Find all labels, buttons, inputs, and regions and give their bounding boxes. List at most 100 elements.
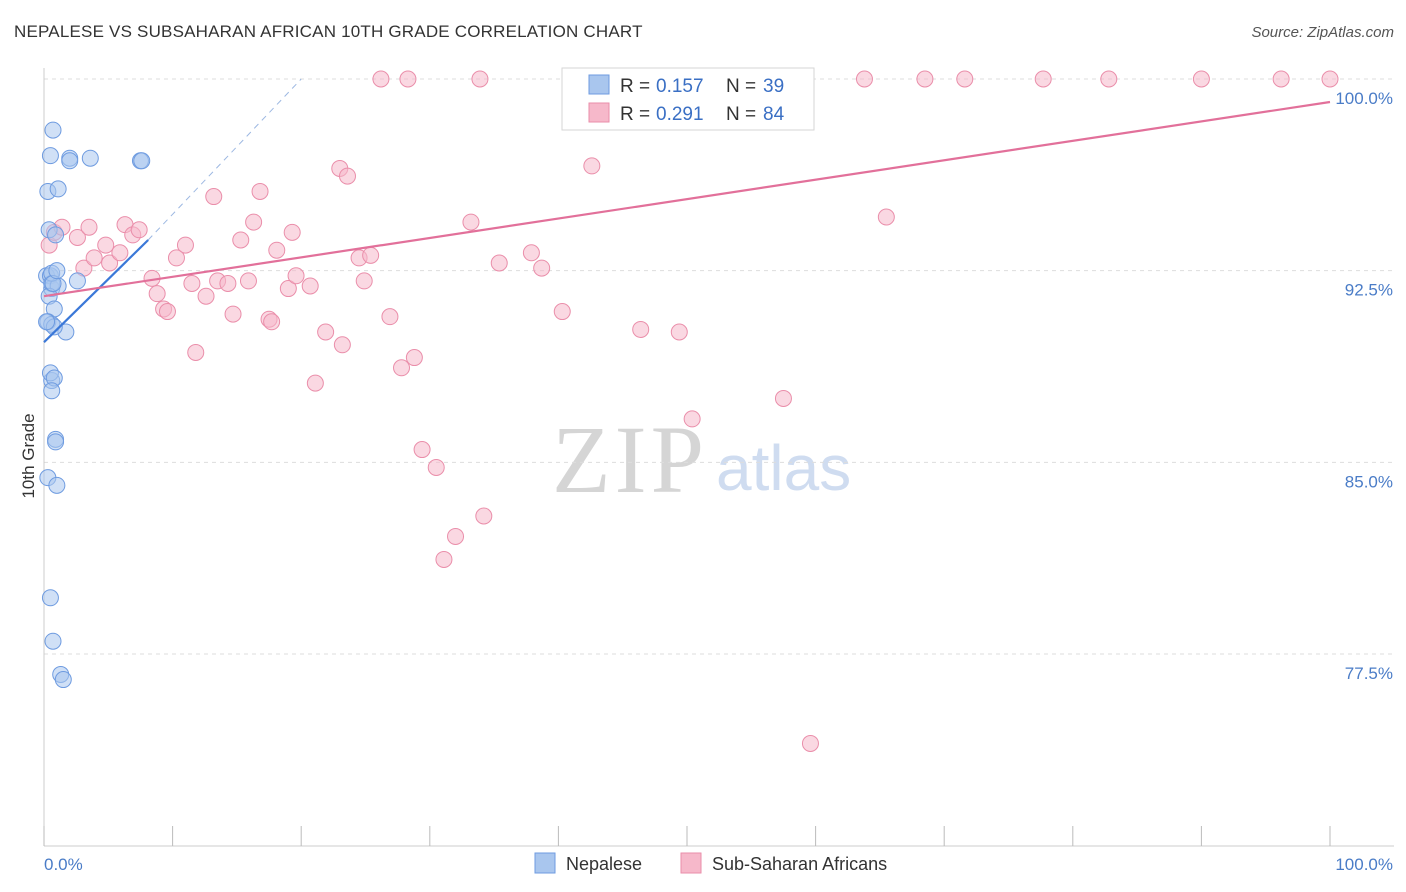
african-point: [399, 70, 417, 88]
legend-n-value-nepalese: 39: [763, 76, 784, 97]
african-point: [158, 303, 176, 321]
nepalese-point: [44, 121, 62, 139]
trend-line-african: [43, 100, 1331, 298]
african-point: [1034, 70, 1052, 88]
bottom-legend-swatch-nepalese: [534, 852, 556, 874]
watermark-atlas: atlas: [716, 432, 851, 504]
african-point: [462, 213, 480, 231]
african-point: [245, 213, 263, 231]
reference-dashed-line: [147, 78, 302, 241]
x-ticks: [43, 826, 1331, 846]
african-point: [80, 218, 98, 236]
gridlines: [44, 78, 1394, 655]
african-point: [97, 236, 115, 254]
african-point: [533, 259, 551, 277]
african-point: [583, 157, 601, 175]
african-point: [176, 236, 194, 254]
chart-title: NEPALESE VS SUBSAHARAN AFRICAN 10TH GRAD…: [14, 22, 643, 41]
african-point: [774, 389, 792, 407]
african-point: [205, 188, 223, 206]
y-axis-label: 10th Grade: [19, 413, 38, 498]
legend-n-label-nepalese: N =: [726, 76, 756, 97]
african-point: [1192, 70, 1210, 88]
african-point: [287, 267, 305, 285]
legend-swatch-nepalese: [588, 74, 610, 95]
nepalese-point: [49, 180, 67, 198]
african-point: [413, 441, 431, 459]
african-point: [68, 228, 86, 246]
nepalese-point: [47, 226, 65, 244]
bottom-legend-label-nepalese: Nepalese: [566, 854, 642, 874]
african-point: [670, 323, 688, 341]
african-point: [306, 374, 324, 392]
african-point: [522, 244, 540, 262]
nepalese-point: [68, 272, 86, 290]
african-point: [317, 323, 335, 341]
legend-n-label-african: N =: [726, 104, 756, 125]
african-point: [251, 182, 269, 200]
african-point: [393, 359, 411, 377]
african-point: [239, 272, 257, 290]
african-point: [435, 550, 453, 568]
african-point: [338, 167, 356, 185]
trend-lines: [43, 100, 1331, 344]
african-point: [85, 249, 103, 267]
african-point: [381, 308, 399, 326]
african-point: [101, 254, 119, 272]
nepalese-point: [41, 147, 59, 165]
bottom-legend-swatch-african: [680, 852, 702, 874]
african-point: [916, 70, 934, 88]
african-point: [301, 277, 319, 295]
african-point: [263, 313, 281, 331]
african-point: [355, 272, 373, 290]
nepalese-point: [61, 152, 79, 170]
legend-n-value-african: 84: [763, 104, 785, 125]
african-point: [283, 223, 301, 241]
legend-r-label-african: R =: [620, 104, 650, 125]
nepalese-point: [48, 476, 66, 494]
nepalese-point: [38, 313, 56, 331]
series-nepalese: [38, 121, 151, 689]
legend-r-label-nepalese: R =: [620, 76, 650, 97]
african-point: [1321, 70, 1339, 88]
african-point: [183, 274, 201, 292]
african-point: [148, 285, 166, 303]
african-point: [877, 208, 895, 226]
african-point: [405, 349, 423, 367]
nepalese-point: [43, 382, 61, 400]
y-tick-label: 100.0%: [1335, 89, 1393, 108]
nepalese-point: [44, 632, 62, 650]
series-sub-saharan-africans: [40, 70, 1339, 752]
trend-line-nepalese: [43, 239, 149, 344]
nepalese-point: [48, 262, 66, 280]
african-point: [427, 458, 445, 476]
african-point: [1100, 70, 1118, 88]
african-point: [490, 254, 508, 272]
bottom-legend-label-african: Sub-Saharan Africans: [712, 854, 887, 874]
african-point: [801, 734, 819, 752]
african-point: [187, 343, 205, 361]
african-point: [268, 241, 286, 259]
watermark-zip: ZIP: [552, 406, 708, 513]
african-point: [279, 280, 297, 298]
legend-swatch-african: [588, 102, 610, 123]
reference-diagonal: [147, 78, 302, 241]
african-point: [333, 336, 351, 354]
african-point: [197, 287, 215, 305]
african-point: [219, 274, 237, 292]
african-point: [683, 410, 701, 428]
x-tick-label-max: 100.0%: [1335, 855, 1393, 874]
african-point: [632, 320, 650, 338]
legend-r-value-nepalese: 0.157: [656, 76, 704, 97]
nepalese-point: [41, 589, 59, 607]
african-point: [471, 70, 489, 88]
african-point: [224, 305, 242, 323]
african-point: [111, 244, 129, 262]
y-tick-label: 92.5%: [1345, 281, 1393, 300]
bottom-legend: Nepalese Sub-Saharan Africans: [534, 852, 887, 874]
african-point: [167, 249, 185, 267]
y-tick-label: 85.0%: [1345, 472, 1393, 491]
african-point: [232, 231, 250, 249]
x-tick-label-min: 0.0%: [44, 855, 83, 874]
